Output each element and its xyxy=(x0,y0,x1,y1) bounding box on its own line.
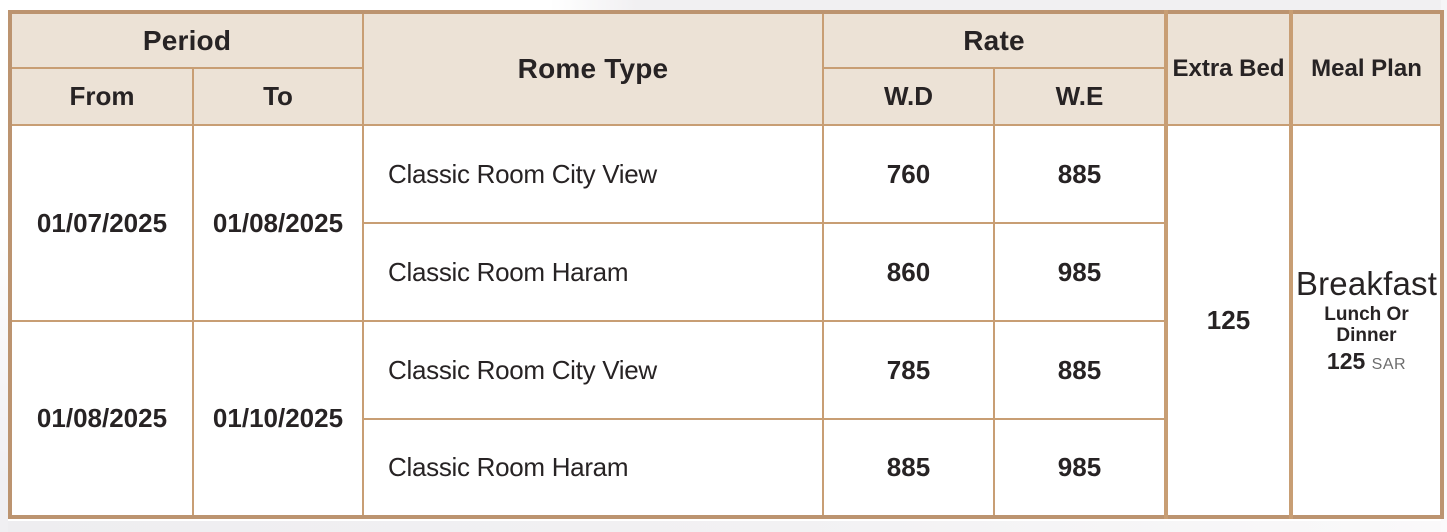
meal-plan-header: Meal Plan xyxy=(1289,11,1443,126)
room-type-header: Rome Type xyxy=(362,11,824,126)
weekend-rate-cell: 985 xyxy=(993,418,1167,518)
background-top-band xyxy=(0,0,1447,10)
extra-bed-header: Extra Bed xyxy=(1164,11,1292,126)
extra-bed-value-cell: 125 xyxy=(1164,124,1292,518)
period-to-cell: 01/10/2025 xyxy=(192,320,364,518)
meal-plan-lunch-dinner: Lunch Or Dinner xyxy=(1324,303,1409,347)
table-row: Classic Room Haram 885 985 xyxy=(10,418,1442,518)
background-right-band xyxy=(1441,0,1447,532)
period-to-cell: 01/08/2025 xyxy=(192,124,364,322)
room-type-cell: Classic Room City View xyxy=(362,320,824,420)
weekday-rate-cell: 785 xyxy=(822,320,995,420)
weekday-rate-cell: 760 xyxy=(822,124,995,224)
weekend-rate-cell: 885 xyxy=(993,320,1167,420)
hotel-rate-table: Period Rome Type Rate Extra Bed Meal Pla… xyxy=(8,10,1444,519)
background-bottom-band xyxy=(0,521,1447,532)
weekday-header: W.D xyxy=(822,67,995,126)
period-from-cell: 01/08/2025 xyxy=(9,320,194,518)
table-row: 01/07/2025 01/08/2025 Classic Room City … xyxy=(9,124,1443,518)
from-header: From xyxy=(9,67,194,126)
room-type-cell: Classic Room City View xyxy=(362,124,824,224)
room-type-cell: Classic Room Haram xyxy=(362,418,824,518)
rate-header: Rate xyxy=(822,11,1167,69)
table-row: Classic Room Haram 860 985 xyxy=(10,222,1442,322)
room-type-cell: Classic Room Haram xyxy=(362,222,824,322)
table-row: 01/08/2025 01/10/2025 Classic Room City … xyxy=(9,320,1442,518)
period-header: Period xyxy=(9,11,364,69)
weekday-rate-cell: 860 xyxy=(822,222,995,322)
period-from-cell: 01/07/2025 xyxy=(9,124,194,322)
meal-plan-price: 125 SAR xyxy=(1295,348,1440,375)
meal-plan-breakfast: Breakfast xyxy=(1295,264,1438,302)
weekend-rate-cell: 885 xyxy=(993,124,1167,224)
to-header: To xyxy=(192,67,364,126)
weekend-header: W.E xyxy=(993,67,1167,126)
weekend-rate-cell: 985 xyxy=(993,222,1167,322)
meal-plan-currency: SAR xyxy=(1371,356,1407,374)
background-left-band xyxy=(0,0,8,532)
meal-plan-cell: Breakfast Lunch Or Dinner 125 SAR xyxy=(1289,124,1443,518)
weekday-rate-cell: 885 xyxy=(822,418,995,518)
meal-plan-price-value: 125 xyxy=(1326,348,1366,375)
